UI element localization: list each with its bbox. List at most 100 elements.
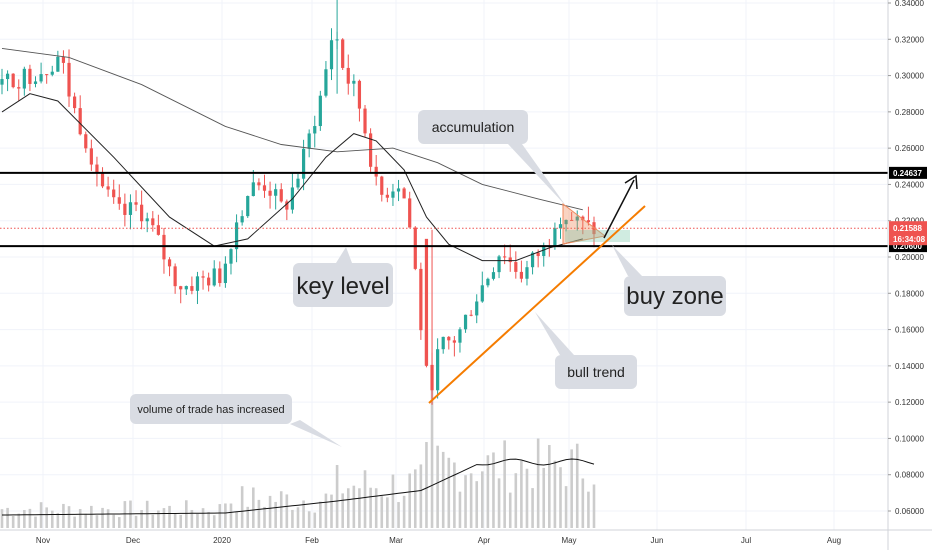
- callout-key-level[interactable]: key level: [293, 247, 393, 307]
- candle-body: [329, 40, 334, 70]
- candle-body: [61, 56, 66, 63]
- volume-bar: [458, 491, 462, 528]
- candle-body: [246, 196, 250, 217]
- volume-bar: [324, 493, 328, 528]
- volume-bar: [123, 501, 127, 528]
- candle-body: [318, 95, 322, 127]
- callouts: accumulation key level buy zone bull trend v…: [130, 110, 726, 447]
- price-tick-label: 0.28000: [895, 108, 924, 117]
- candle-body: [458, 329, 462, 343]
- price-tick-label: 0.32000: [895, 35, 924, 44]
- candle-body: [324, 69, 328, 96]
- volume-bar: [486, 455, 490, 528]
- volume-bar: [548, 445, 551, 528]
- candles: [0, 0, 596, 405]
- volume-bar: [531, 488, 534, 528]
- candle-body: [570, 219, 574, 221]
- projection-arrow: [603, 179, 635, 239]
- price-tick-label: 0.16000: [895, 326, 924, 335]
- volume-bar: [157, 510, 160, 528]
- volume-bar: [268, 495, 272, 528]
- volume-bar: [581, 478, 585, 528]
- callout-buy-zone[interactable]: buy zone: [612, 245, 726, 316]
- candle-body: [112, 189, 116, 198]
- callout-text: buy zone: [626, 283, 723, 310]
- ma-long-line: [1, 47, 583, 211]
- candle-body: [508, 257, 512, 263]
- candle-body: [240, 216, 244, 223]
- volume-bar: [374, 488, 378, 528]
- volume-bar: [425, 442, 428, 528]
- candle-body: [536, 252, 540, 257]
- candle-body: [402, 188, 406, 199]
- candle-body: [369, 133, 373, 167]
- callout-volume[interactable]: volume of trade has increased: [130, 394, 342, 447]
- candle-body: [497, 256, 501, 273]
- volume-bar: [352, 485, 356, 528]
- level-badge: [889, 166, 927, 179]
- volume-bar: [45, 507, 48, 528]
- candle-body: [100, 173, 105, 187]
- volume-bars: [0, 378, 596, 528]
- volume-bar: [252, 487, 255, 528]
- volume-bar: [553, 460, 557, 528]
- candle-body: [50, 71, 54, 75]
- volume-bar: [559, 467, 562, 528]
- volume-bar: [419, 464, 423, 528]
- price-tick-label: 0.06000: [895, 507, 924, 516]
- bull-trend-line[interactable]: [428, 205, 646, 404]
- candle-body: [363, 108, 367, 134]
- volume-bar: [168, 505, 171, 528]
- candle-body: [89, 148, 93, 165]
- candle-body: [145, 218, 149, 222]
- volume-bar: [106, 509, 110, 528]
- candle-body: [84, 134, 88, 149]
- volume-bar: [117, 517, 121, 528]
- candle-body: [162, 234, 166, 260]
- price-tick-label: 0.14000: [895, 362, 924, 371]
- callout-box: [624, 276, 726, 316]
- candle-body: [156, 225, 160, 235]
- volume-bar: [140, 510, 143, 528]
- candle-body: [558, 224, 563, 229]
- volume-bar: [34, 516, 37, 528]
- candle-body: [11, 73, 15, 88]
- volume-bar: [358, 488, 361, 528]
- callout-bull-trend[interactable]: bull trend: [535, 312, 637, 389]
- candle-body: [530, 252, 535, 268]
- horizontal-levels: [0, 171, 888, 248]
- price-tick-label: 0.18000: [895, 289, 924, 298]
- price-tick-label: 0.26000: [895, 144, 924, 153]
- volume-bar: [218, 504, 222, 528]
- volume-bar: [492, 452, 495, 528]
- volume-bar: [481, 471, 484, 528]
- candle-body: [268, 190, 272, 196]
- candle-body: [341, 39, 345, 68]
- time-tick-label: Dec: [126, 536, 140, 545]
- volume-bar: [145, 500, 149, 528]
- volume-bar: [11, 515, 15, 528]
- candle-body: [167, 259, 172, 267]
- volume-bar: [441, 451, 445, 528]
- candle-body: [195, 276, 200, 291]
- time-tick-label: Feb: [305, 536, 319, 545]
- candle-body: [352, 80, 356, 84]
- volume-bar: [112, 514, 115, 528]
- volume-bar: [564, 486, 568, 528]
- candle-body: [140, 204, 144, 222]
- time-tick-label: Aug: [827, 536, 841, 545]
- volume-bar: [285, 494, 289, 528]
- candle-body: [173, 266, 177, 287]
- callout-text: accumulation: [432, 119, 515, 135]
- volume-bar: [95, 515, 99, 528]
- candle-body: [463, 314, 468, 330]
- price-tick-label: 0.10000: [895, 434, 924, 443]
- countdown-label: 16:34:08: [893, 235, 926, 244]
- callout-accumulation[interactable]: accumulation: [418, 110, 566, 206]
- volume-bar: [229, 503, 233, 528]
- candle-body: [179, 286, 183, 290]
- price-tick-label: 0.30000: [895, 72, 924, 81]
- candle-body: [491, 272, 496, 279]
- candle-body: [374, 166, 378, 177]
